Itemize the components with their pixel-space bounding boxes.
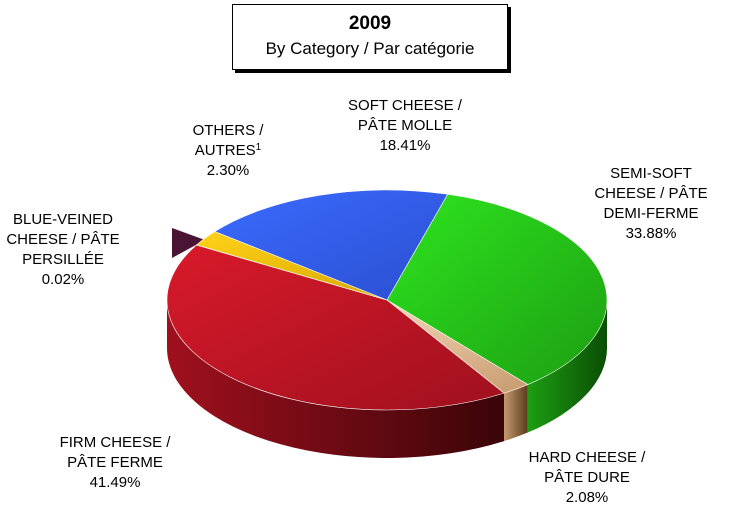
chart-title: 2009: [348, 13, 392, 34]
pie-side-semi: [527, 300, 607, 433]
pie-slice-firm: [166, 244, 505, 411]
pie-label-blue: BLUE-VEINED CHEESE / PÂTE PERSILLÉE 0.02%: [6, 211, 119, 288]
pie-label-hard: HARD CHEESE / PÂTE DURE 2.08%: [529, 449, 647, 506]
pie-value-semi: 33.88%: [626, 225, 677, 242]
pie-value-others: 2.30%: [207, 162, 250, 179]
chart-title-box: 2009 By Category / Par catégorie: [232, 4, 508, 70]
pie-labels: SEMI-SOFT CHEESE / PÂTE DEMI-FERME 33.88% HA…: [6, 97, 707, 506]
pie-side-hard: [504, 384, 528, 442]
pie-label-others: OTHERS / AUTRES1 2.30%: [193, 122, 265, 179]
pie-sides: [167, 228, 607, 458]
chart-subtitle: By Category / Par catégorie: [265, 39, 475, 58]
pie-label-semi: SEMI-SOFT CHEESE / PÂTE DEMI-FERME 33.88%: [594, 165, 707, 242]
pie-side-blue-notch: [172, 228, 205, 258]
pie-value-hard: 2.08%: [566, 489, 609, 506]
pie-side-firm: [167, 300, 505, 458]
pie-value-blue: 0.02%: [42, 271, 85, 288]
pie-label-firm: FIRM CHEESE / PÂTE FERME 41.49%: [60, 434, 172, 491]
pie-label-soft: SOFT CHEESE / PÂTE MOLLE 18.41%: [348, 97, 463, 154]
pie-slice-semi: [386, 193, 608, 385]
pie-slice-soft: [214, 189, 449, 301]
pie-value-soft: 18.41%: [380, 137, 431, 154]
pie-slices: [166, 189, 608, 411]
pie-value-firm: 41.49%: [90, 474, 141, 491]
